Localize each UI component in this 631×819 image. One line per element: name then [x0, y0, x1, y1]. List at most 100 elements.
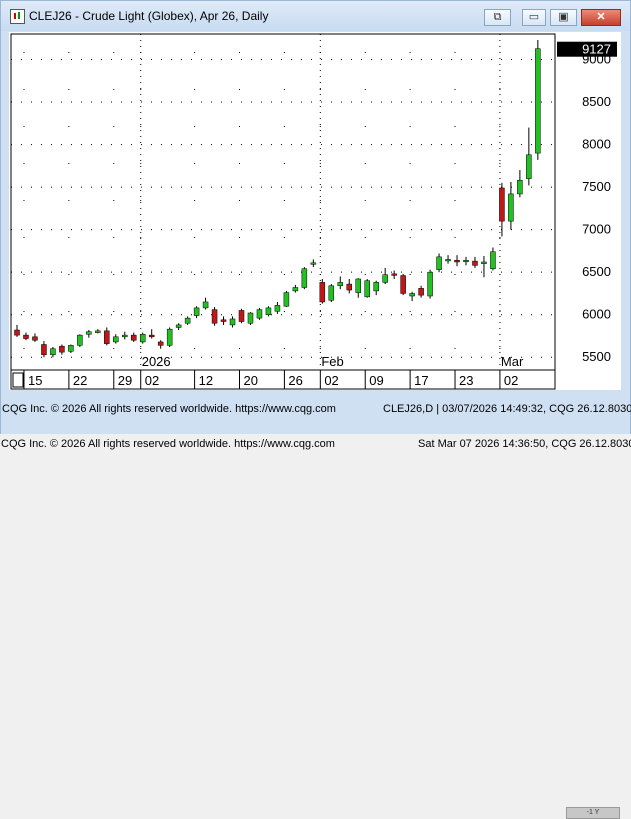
- candle-body[interactable]: [409, 293, 415, 297]
- candle-body[interactable]: [32, 336, 38, 341]
- candle-body[interactable]: [400, 275, 406, 294]
- x-tick-label: 26: [288, 373, 302, 388]
- candle-body[interactable]: [41, 344, 47, 355]
- candle-body[interactable]: [238, 310, 245, 322]
- candle-body[interactable]: [490, 251, 496, 270]
- candle-body[interactable]: [382, 274, 388, 283]
- x-tick-label: 15: [28, 373, 42, 388]
- candle-body[interactable]: [256, 309, 263, 319]
- chart-area[interactable]: 5500 6000 6500 7000 7500 8000 8500 9000 2026 Feb M…: [9, 32, 621, 390]
- close-button[interactable]: ✕: [581, 9, 621, 26]
- axis-scroll-box[interactable]: [12, 372, 24, 388]
- month-label: Mar: [501, 354, 524, 369]
- candle-body[interactable]: [220, 319, 227, 322]
- candle-body[interactable]: [59, 345, 65, 353]
- candle-body[interactable]: [292, 287, 299, 292]
- candle-body[interactable]: [472, 260, 478, 266]
- link-button[interactable]: ⧉: [484, 9, 511, 26]
- candle-body[interactable]: [247, 312, 254, 324]
- candle-body[interactable]: [265, 307, 272, 315]
- candle-body[interactable]: [113, 336, 119, 343]
- scroll-control[interactable]: -1 Y: [566, 807, 620, 819]
- candle-body[interactable]: [86, 331, 92, 335]
- candle-body[interactable]: [274, 305, 281, 312]
- candle-body[interactable]: [310, 262, 317, 265]
- candle-body[interactable]: [481, 261, 487, 264]
- candle-body[interactable]: [283, 292, 290, 307]
- last-price-box: [557, 41, 617, 57]
- copyright-text: CQG Inc. © 2026 All rights reserved worl…: [2, 403, 336, 415]
- candle-body[interactable]: [463, 260, 469, 263]
- candle-body[interactable]: [391, 273, 397, 276]
- candle-body[interactable]: [130, 334, 137, 341]
- candle-body[interactable]: [50, 348, 56, 355]
- candle-body[interactable]: [95, 330, 101, 333]
- candle-body[interactable]: [104, 330, 110, 344]
- candle-body[interactable]: [229, 318, 236, 326]
- candle-body[interactable]: [157, 341, 164, 346]
- candle-body[interactable]: [526, 154, 532, 179]
- candle-body[interactable]: [508, 193, 514, 222]
- candle-body[interactable]: [436, 256, 442, 270]
- plot-frame: [10, 33, 556, 371]
- candle-body[interactable]: [328, 285, 335, 301]
- title-bar[interactable]: CLEJ26 - Crude Light (Globex), Apr 26, D…: [1, 1, 630, 31]
- last-price-label: 9127: [582, 42, 611, 57]
- x-tick-label: 02: [324, 373, 338, 388]
- candle-body[interactable]: [166, 328, 173, 346]
- y-tick-label: 7500: [582, 179, 611, 194]
- candle-body[interactable]: [427, 271, 433, 297]
- x-tick-label: 29: [118, 373, 132, 388]
- window-title: CLEJ26 - Crude Light (Globex), Apr 26, D…: [29, 9, 269, 23]
- month-label: 2026: [142, 354, 171, 369]
- candle-body[interactable]: [14, 329, 20, 336]
- candle-body[interactable]: [139, 334, 146, 343]
- x-tick-label: 02: [504, 373, 518, 388]
- candle-body[interactable]: [68, 345, 74, 352]
- candle-body[interactable]: [301, 268, 308, 288]
- candle-body[interactable]: [202, 301, 209, 309]
- chart-info-text: CLEJ26,D | 03/07/2026 14:49:32, CQG 26.1…: [383, 403, 631, 415]
- candle-body[interactable]: [211, 309, 218, 324]
- candle-body[interactable]: [77, 334, 83, 346]
- restore-button[interactable]: ▣: [550, 9, 577, 26]
- candle-body[interactable]: [148, 334, 155, 338]
- month-label: Feb: [321, 354, 343, 369]
- candle-body[interactable]: [175, 324, 182, 328]
- candle-body[interactable]: [418, 288, 424, 296]
- candle-body[interactable]: [499, 187, 505, 222]
- candle-body[interactable]: [445, 259, 451, 262]
- minimize-button[interactable]: ▭: [522, 9, 546, 26]
- y-tick-label: 5500: [582, 349, 611, 364]
- candle-body[interactable]: [535, 48, 541, 154]
- candle-body[interactable]: [364, 280, 370, 298]
- x-tick-label: 02: [145, 373, 159, 388]
- chart-footer: CQG Inc. © 2026 All rights reserved worl…: [1, 393, 631, 819]
- candle-body[interactable]: [355, 278, 361, 293]
- x-tick-label: 23: [459, 373, 473, 388]
- status-bar: CQG Inc. © 2026 All rights reserved worl…: [0, 434, 631, 454]
- candle-body[interactable]: [454, 260, 460, 263]
- candle-body[interactable]: [346, 283, 353, 291]
- candle-body[interactable]: [517, 180, 523, 195]
- candlestick-chart-icon: [10, 9, 25, 24]
- candle-body[interactable]: [184, 317, 191, 324]
- candle-body[interactable]: [122, 334, 128, 338]
- candle-body[interactable]: [193, 307, 200, 316]
- x-tick-label: 09: [369, 373, 383, 388]
- y-tick-label: 8500: [582, 94, 611, 109]
- status-text: Sat Mar 07 2026 14:36:50, CQG 26.12.8030: [418, 438, 631, 450]
- copyright-text-2: CQG Inc. © 2026 All rights reserved worl…: [1, 438, 335, 450]
- candle-body[interactable]: [373, 282, 379, 292]
- x-tick-label: 12: [199, 373, 213, 388]
- x-axis-frame: [10, 369, 556, 390]
- y-tick-label: 8000: [582, 137, 611, 152]
- y-tick-label: 6000: [582, 307, 611, 322]
- candle-body[interactable]: [319, 282, 326, 303]
- candle-body[interactable]: [337, 282, 344, 287]
- candle-body[interactable]: [23, 334, 29, 339]
- y-tick-label: 7000: [582, 222, 611, 237]
- x-tick-label: 22: [73, 373, 87, 388]
